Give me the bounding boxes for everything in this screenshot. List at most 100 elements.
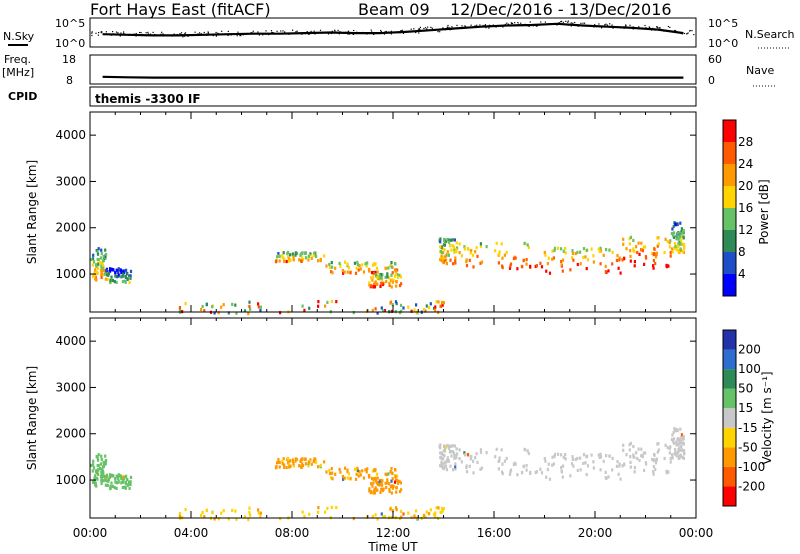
power-cell [115,280,118,284]
nsky-dot [206,33,208,35]
velocity-cell [374,468,377,472]
power-cell [552,256,555,260]
velocity-cell [669,456,672,461]
velocity-cell [455,456,458,460]
power-cell [683,245,686,249]
velocity-cell [96,463,99,468]
velocity-cell [468,464,471,468]
power-cell [535,264,538,268]
date-range: 12/Dec/2016 - 13/Dec/2016 [450,0,672,19]
velocity-colorbar-swatch [723,388,736,409]
nsky-dot [464,26,467,28]
velocity-cell [628,443,631,447]
x-tick-label: 20:00 [578,526,613,540]
power-cell [107,273,110,277]
velocity-cell [497,467,500,471]
velocity-cell [249,513,252,517]
velocity-cell [611,456,614,460]
velocity-cell [683,451,686,455]
velocity-cell [539,467,542,471]
power-cell [278,254,281,258]
power-cell [424,309,427,313]
nsky-dot [345,32,347,34]
power-cell [669,254,672,258]
velocity-cell [440,460,443,464]
power-cell [642,245,645,249]
velocity-cell [389,507,392,511]
power-cell [562,249,565,253]
power-cell [586,258,590,262]
velocity-cell [257,511,260,515]
power-cell [672,235,675,239]
nsky-dot [308,33,310,35]
velocity-cell [586,454,589,458]
velocity-cell [584,461,587,465]
velocity-cell [598,455,601,459]
power-cell [413,308,416,312]
nsky-dot [605,23,607,25]
nsky-dot [334,30,336,32]
power-cell [444,258,448,262]
velocity-cell [681,437,684,441]
nsky-dot [119,35,121,37]
velocity-cell [275,465,278,469]
nsky-dot [370,29,372,31]
power-cell [681,242,684,246]
power-cell [203,309,206,313]
velocity-cell [120,477,123,481]
power-colorbar-tick-label: 16 [738,201,753,215]
nsky-dot [584,22,586,24]
velocity-cell [645,462,648,466]
velocity-cell [178,513,181,517]
velocity-cell [94,481,97,485]
velocity-cell [672,441,675,445]
power-cell [615,258,618,262]
power-cell [109,278,112,282]
nsky-label: N.Sky [3,30,35,43]
velocity-cell [347,472,350,476]
velocity-cell [398,517,402,521]
power-cell [440,245,443,250]
power-cell [681,250,684,254]
velocity-cell [637,447,640,451]
power-cell [375,266,379,270]
velocity-cell [248,510,251,515]
power-cell [422,307,426,311]
nsky-dot [654,29,656,31]
velocity-colorbar-swatch [723,466,736,487]
power-cell [458,251,461,255]
power-cell [389,278,392,283]
velocity-cell [120,481,123,485]
velocity-cell [553,452,557,456]
power-cell [479,242,482,246]
velocity-cell [276,461,279,465]
velocity-cell [654,467,657,472]
velocity-cell [586,464,590,468]
velocity-cell [220,511,223,515]
velocity-cell [560,453,563,457]
power-cell [633,249,636,253]
velocity-cell [356,468,359,472]
velocity-cell [390,471,393,475]
velocity-cell [95,476,98,480]
power-cell [247,312,250,316]
power-cell [629,235,632,239]
nsky-dot [560,21,562,23]
velocity-cell [525,468,528,472]
power-panel-axis: 4000 3000 2000 1000 [55,112,697,312]
velocity-cell [389,484,392,489]
velocity-cell [114,480,117,484]
velocity-cell [440,451,443,456]
velocity-cell [217,517,220,521]
velocity-cell [604,470,607,474]
power-colorbar-swatch [723,164,736,186]
nsky-dot [570,22,572,24]
velocity-cell [674,448,677,452]
nsky-dot [649,27,651,29]
nsky-dot [330,32,332,34]
velocity-cell [676,429,679,433]
power-colorbar-swatch [723,186,736,208]
velocity-cell [680,436,683,440]
velocity-cell [309,458,312,462]
